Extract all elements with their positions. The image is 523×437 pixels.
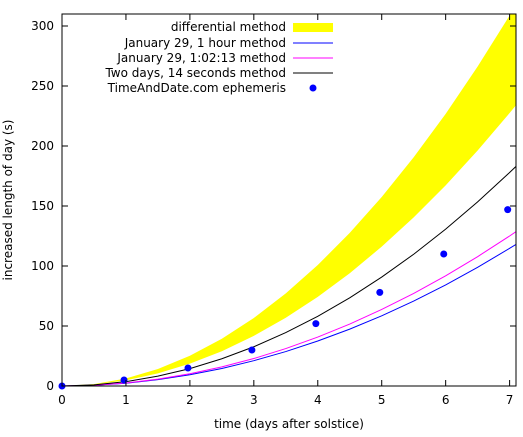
y-tick-label-250: 250 [31,79,54,93]
data-point-ephemeris-3 [248,346,256,354]
data-point-ephemeris-7 [504,206,512,214]
ticks-layer: 0 1 2 3 4 5 6 7 0 50 100 150 200 250 300 [31,14,516,407]
series-line-january-29-1-02-13 [62,231,516,386]
legend-label-january-29-1-hour: January 29, 1 hour method [124,36,286,50]
x-tick-label-7: 7 [506,393,514,407]
legend-swatch-timeanddate-ephemeris [309,84,317,92]
y-tick-label-100: 100 [31,259,54,273]
y-tick-label-300: 300 [31,19,54,33]
points-layer [58,206,512,390]
band-differential-method [62,14,516,386]
series-layer [62,166,516,386]
plot-frame [61,13,517,387]
x-tick-label-0: 0 [58,393,66,407]
x-tick-label-4: 4 [314,393,322,407]
x-tick-label-2: 2 [186,393,194,407]
x-axis-label: time (days after solstice) [214,417,364,431]
data-point-ephemeris-1 [120,376,128,384]
data-point-ephemeris-2 [184,364,192,372]
data-point-ephemeris-6 [440,250,448,258]
series-line-two-days-14-seconds [62,166,516,386]
legend: differential method January 29, 1 hour m… [104,20,333,95]
x-tick-label-1: 1 [122,393,130,407]
legend-label-january-29-1-02-13: January 29, 1:02:13 method [116,51,286,65]
data-point-ephemeris-5 [376,288,384,296]
y-tick-label-0: 0 [46,379,54,393]
y-tick-label-50: 50 [39,319,54,333]
band-layer [62,14,516,386]
legend-label-differential-method: differential method [171,20,286,34]
y-tick-label-150: 150 [31,199,54,213]
legend-swatch-differential-method [293,23,333,32]
y-axis-label: increased length of day (s) [1,120,15,281]
legend-label-two-days-14-seconds: Two days, 14 seconds method [104,66,286,80]
x-tick-label-3: 3 [250,393,258,407]
x-tick-label-6: 6 [442,393,450,407]
y-tick-label-200: 200 [31,139,54,153]
x-tick-label-5: 5 [378,393,386,407]
data-point-ephemeris-4 [312,320,320,328]
legend-label-timeanddate-ephemeris: TimeAndDate.com ephemeris [107,81,286,95]
